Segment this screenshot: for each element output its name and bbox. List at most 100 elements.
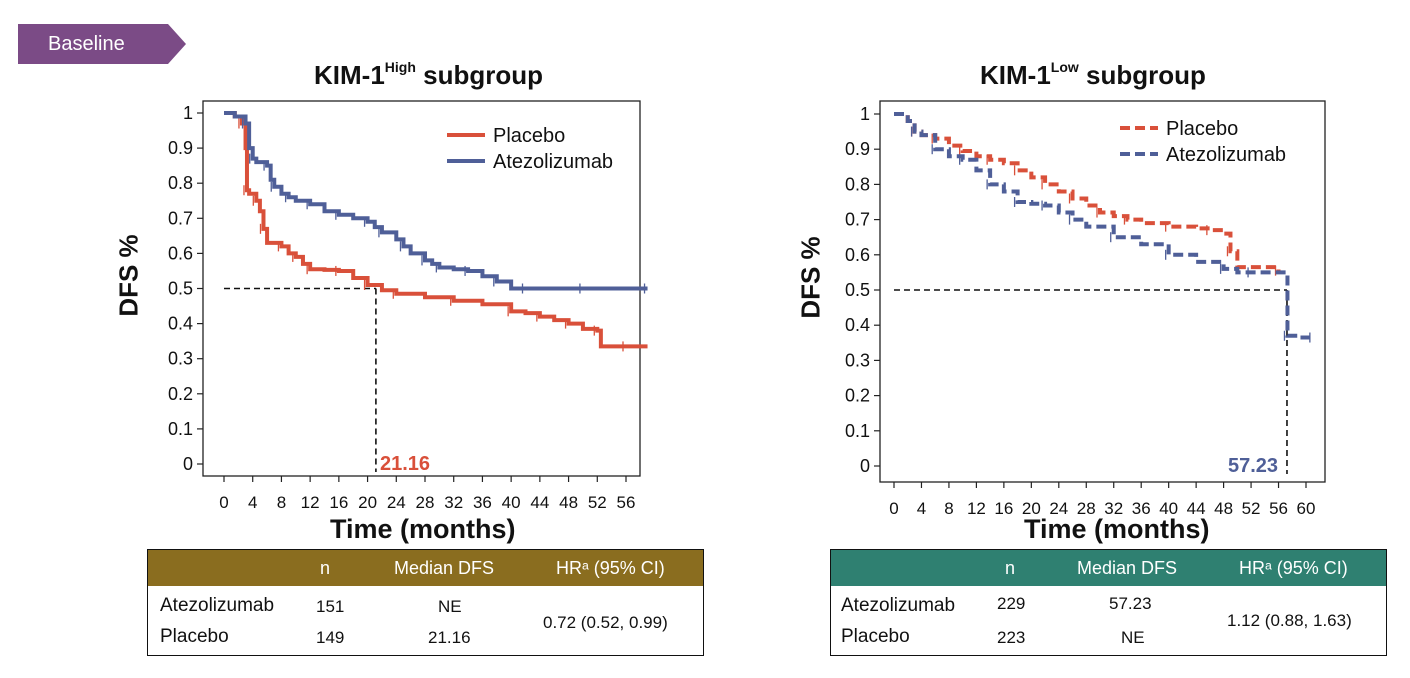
badge-label: Baseline xyxy=(48,33,125,55)
right-chart-title: KIM-1Low subgroup xyxy=(980,59,1206,91)
right-y-tick-label: 0.5 xyxy=(845,280,870,300)
right-x-tick-label: 60 xyxy=(1297,499,1316,518)
right-x-tick-label: 16 xyxy=(994,499,1013,518)
left-x-tick-label: 36 xyxy=(473,493,492,512)
left-chart-title: KIM-1High subgroup xyxy=(314,59,543,91)
left-row-placebo-name: Placebo xyxy=(160,626,229,647)
left-y-tick-label: 0.7 xyxy=(168,208,193,228)
right-y-tick-label: 0.7 xyxy=(845,210,870,230)
left-title-sup: High xyxy=(384,59,416,76)
right-title-rest: subgroup xyxy=(1078,60,1206,90)
left-x-tick-label: 52 xyxy=(588,493,607,512)
left-y-tick-label: 0.2 xyxy=(168,384,193,404)
left-series-atezolizumab-line xyxy=(224,111,648,291)
left-x-tick-label: 32 xyxy=(444,493,463,512)
right-x-tick-label: 52 xyxy=(1242,499,1261,518)
right-x-tick-label: 12 xyxy=(967,499,986,518)
left-row-atezolizumab-n: 151 xyxy=(316,597,345,616)
right-x-tick-label: 48 xyxy=(1214,499,1233,518)
left-title-main: KIM-1 xyxy=(314,60,385,90)
right-y-tick-label: 1 xyxy=(860,104,870,124)
right-x-tick-label: 24 xyxy=(1049,499,1068,518)
right-y-tick-label: 0.8 xyxy=(845,174,870,194)
right-median-label: 57.23 xyxy=(1228,455,1278,477)
right-y-tick-label: 0.2 xyxy=(845,386,870,406)
left-y-tick-label: 0.6 xyxy=(168,243,193,263)
left-x-axis-label: Time (months) xyxy=(330,514,516,544)
right-summary-table: n Median DFS HRᵃ (95% CI) Atezolizumab 2… xyxy=(830,549,1387,656)
right-table-header: n Median DFS HRᵃ (95% CI) xyxy=(831,550,1386,586)
left-x-tick-label: 4 xyxy=(248,493,257,512)
left-title-rest: subgroup xyxy=(415,60,543,90)
left-x-tick-label: 16 xyxy=(329,493,348,512)
left-summary-table: n Median DFS HRᵃ (95% CI) Atezolizumab 1… xyxy=(147,549,704,656)
left-row-atezolizumab-name: Atezolizumab xyxy=(160,595,275,616)
right-series-placebo-line xyxy=(894,112,1281,271)
left-legend-label-atezolizumab: Atezolizumab xyxy=(493,151,613,173)
right-x-tick-label: 28 xyxy=(1077,499,1096,518)
right-title-main: KIM-1 xyxy=(980,60,1051,90)
right-x-tick-label: 36 xyxy=(1132,499,1151,518)
right-series-atezolizumab-line xyxy=(894,112,1313,340)
left-legend-label-placebo: Placebo xyxy=(493,125,565,147)
right-legend-label-atezolizumab: Atezolizumab xyxy=(1166,144,1286,166)
left-median-label: 21.16 xyxy=(380,453,430,475)
right-x-tick-label: 44 xyxy=(1187,499,1206,518)
left-y-tick-label: 0.4 xyxy=(168,314,193,334)
baseline-badge: Baseline xyxy=(18,24,186,64)
right-y-tick-label: 0.4 xyxy=(845,315,870,335)
left-y-tick-label: 0.9 xyxy=(168,138,193,158)
left-hr-value: 0.72 (0.52, 0.99) xyxy=(543,613,668,632)
left-x-tick-label: 56 xyxy=(617,493,636,512)
left-x-tick-label: 12 xyxy=(301,493,320,512)
right-col-median: Median DFS xyxy=(1077,558,1178,578)
left-x-tick-label: 8 xyxy=(277,493,286,512)
left-row-placebo-median: 21.16 xyxy=(428,628,471,647)
right-legend-label-placebo: Placebo xyxy=(1166,118,1238,140)
right-x-tick-label: 8 xyxy=(944,499,953,518)
right-y-tick-label: 0.9 xyxy=(845,139,870,159)
right-x-tick-label: 0 xyxy=(889,499,898,518)
right-row-atezolizumab-name: Atezolizumab xyxy=(841,595,956,616)
right-y-tick-label: 0.3 xyxy=(845,350,870,370)
left-y-tick-label: 0.5 xyxy=(168,279,193,299)
right-y-tick-label: 0.1 xyxy=(845,421,870,441)
left-x-tick-label: 40 xyxy=(502,493,521,512)
right-title-sup: Low xyxy=(1050,59,1079,76)
left-x-tick-label: 28 xyxy=(416,493,435,512)
left-col-hr: HRᵃ (95% CI) xyxy=(556,558,665,578)
left-row-placebo-n: 149 xyxy=(316,628,345,647)
left-y-tick-label: 0.3 xyxy=(168,349,193,369)
left-x-tick-label: 44 xyxy=(530,493,549,512)
left-y-tick-label: 0.1 xyxy=(168,419,193,439)
right-row-atezolizumab-median: 57.23 xyxy=(1109,594,1152,613)
right-row-placebo-name: Placebo xyxy=(841,626,910,647)
left-x-tick-label: 0 xyxy=(219,493,228,512)
left-y-tick-label: 0 xyxy=(183,454,193,474)
right-x-tick-label: 56 xyxy=(1269,499,1288,518)
badge-arrow-shape xyxy=(18,24,186,64)
right-col-hr: HRᵃ (95% CI) xyxy=(1239,558,1348,578)
right-y-tick-label: 0 xyxy=(860,456,870,476)
left-x-tick-label: 48 xyxy=(559,493,578,512)
right-y-tick-label: 0.6 xyxy=(845,245,870,265)
left-x-tick-label: 20 xyxy=(358,493,377,512)
right-x-tick-label: 4 xyxy=(917,499,926,518)
left-series-placebo-line xyxy=(224,111,648,349)
right-row-atezolizumab-n: 229 xyxy=(997,594,1026,613)
left-x-tick-label: 24 xyxy=(387,493,406,512)
right-x-axis-label: Time (months) xyxy=(1024,514,1210,544)
left-col-median: Median DFS xyxy=(394,558,495,578)
right-x-tick-label: 32 xyxy=(1104,499,1123,518)
right-x-tick-label: 20 xyxy=(1022,499,1041,518)
left-y-tick-label: 1 xyxy=(183,103,193,123)
right-row-placebo-n: 223 xyxy=(997,628,1026,647)
left-row-atezolizumab-median: NE xyxy=(438,597,462,616)
right-x-tick-label: 40 xyxy=(1159,499,1178,518)
left-col-n: n xyxy=(320,558,331,578)
right-plot-frame xyxy=(879,100,1326,483)
left-table-header: n Median DFS HRᵃ (95% CI) xyxy=(148,550,703,586)
right-row-placebo-median: NE xyxy=(1121,628,1145,647)
left-y-tick-label: 0.8 xyxy=(168,173,193,193)
